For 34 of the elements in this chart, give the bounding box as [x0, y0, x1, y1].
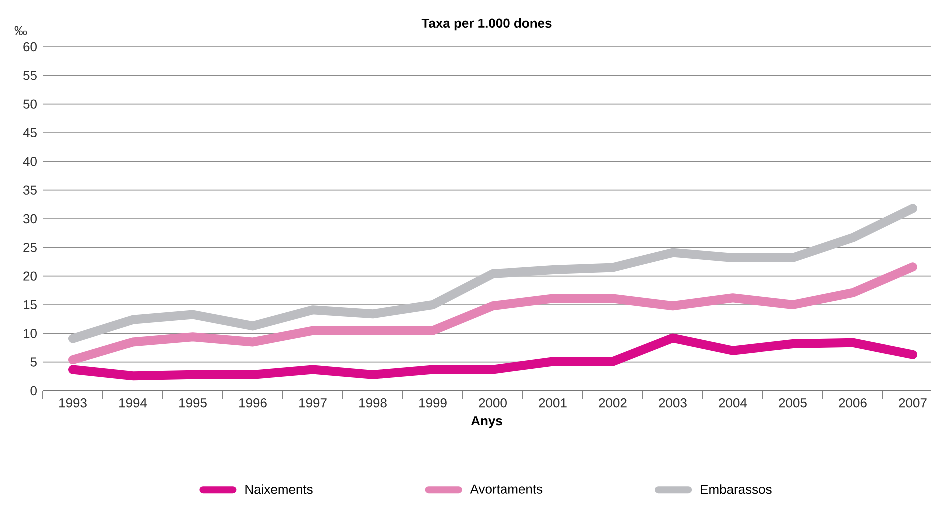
y-axis-title: ‰ [14, 26, 28, 36]
x-tick-label: 2006 [839, 398, 867, 408]
y-tick-label: 45 [23, 128, 37, 138]
y-tick-label: 55 [24, 71, 37, 80]
x-tick-label: 1995 [180, 398, 207, 408]
x-tick-label: 2004 [719, 398, 748, 408]
y-tick-label: 5 [30, 358, 37, 367]
x-tick-label: 1994 [120, 398, 148, 408]
y-tick-label: 10 [24, 329, 37, 338]
y-tick-label: 30 [24, 214, 37, 224]
y-tick-label: 60 [24, 42, 37, 52]
chart-title: Taxa per 1.000 dones [422, 18, 552, 31]
legend-label: Naixements [246, 484, 313, 494]
x-tick-label: 1997 [300, 398, 327, 408]
x-tick-label: 1998 [360, 398, 387, 408]
y-tick-label: 20 [24, 272, 37, 281]
x-tick-label: 1993 [60, 398, 87, 408]
y-tick-label: 15 [24, 300, 37, 310]
x-tick-label: 2003 [659, 398, 687, 408]
x-tick-label: 2007 [899, 398, 927, 408]
x-tick-label: 2001 [539, 398, 567, 408]
x-tick-label: 1996 [240, 398, 267, 408]
x-tick-label: 2005 [779, 398, 807, 408]
x-axis-title: Anys [471, 416, 502, 428]
legend-label: Embarassos [701, 484, 772, 494]
x-tick-label: 2000 [479, 398, 507, 408]
y-tick-label: 50 [24, 100, 37, 109]
y-tick-label: 25 [24, 243, 37, 252]
legend-label: Avortaments [470, 484, 543, 494]
y-tick-label: 40 [23, 157, 37, 166]
y-tick-label: 0 [30, 386, 37, 396]
y-tick-label: 35 [24, 186, 37, 195]
x-tick-label: 2002 [599, 398, 627, 408]
x-tick-label: 1999 [420, 398, 447, 408]
